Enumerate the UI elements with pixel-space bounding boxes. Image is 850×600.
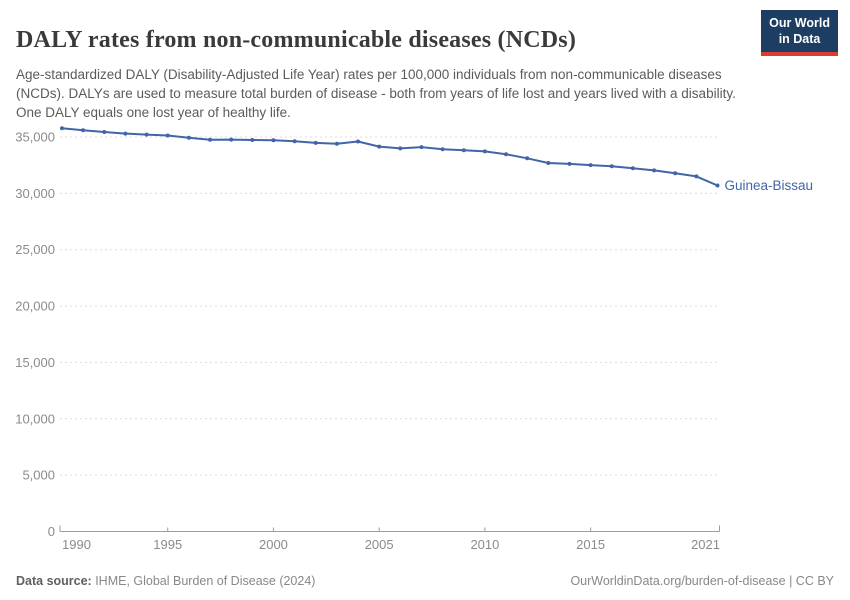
- data-point: [546, 161, 551, 165]
- data-point: [186, 135, 191, 140]
- series-line: [61, 127, 719, 187]
- data-source-text: Data source: IHME, Global Burden of Dise…: [16, 574, 315, 588]
- data-point: [609, 164, 614, 169]
- owid-logo-line2: in Data: [778, 32, 821, 47]
- y-axis-tick-label: 10,000: [15, 411, 55, 426]
- x-axis-tick-label: 2021: [691, 537, 720, 552]
- page-footer: Data source: IHME, Global Burden of Dise…: [16, 574, 834, 588]
- data-point: [60, 126, 64, 131]
- x-axis-tick-label: 1995: [153, 537, 182, 552]
- data-point: [398, 146, 403, 151]
- page-title: DALY rates from non-communicable disease…: [16, 27, 577, 54]
- data-point: [652, 168, 657, 173]
- data-point: [630, 166, 635, 171]
- data-point: [588, 163, 593, 168]
- data-point: [715, 183, 720, 188]
- data-point: [271, 138, 276, 143]
- data-point: [377, 144, 382, 149]
- y-axis-tick-label: 35,000: [15, 130, 55, 145]
- data-point: [250, 138, 255, 142]
- series-entity-label: Guinea-Bissau: [725, 178, 814, 193]
- data-point: [123, 131, 128, 136]
- data-point: [292, 139, 297, 144]
- data-point: [525, 156, 530, 161]
- data-point: [81, 128, 86, 133]
- y-axis-tick-label: 20,000: [15, 299, 55, 314]
- data-point: [694, 174, 699, 179]
- data-point: [461, 148, 466, 153]
- data-point: [356, 139, 360, 144]
- data-point: [419, 145, 424, 150]
- data-point: [504, 152, 508, 157]
- y-axis-tick-label: 30,000: [15, 186, 55, 201]
- x-axis-tick-label: 2005: [365, 537, 394, 552]
- data-point: [440, 147, 445, 152]
- data-point: [229, 137, 234, 142]
- x-axis-tick-label: 2010: [470, 537, 499, 552]
- x-axis-tick-label: 1990: [62, 537, 91, 552]
- y-axis-tick-label: 25,000: [15, 242, 55, 257]
- owid-logo-line1: Our World: [769, 16, 830, 30]
- line-chart-canvas: 0 5,000 10,000 15,000 20,000 25,000 30,000 35,0…: [15, 126, 814, 552]
- data-point: [102, 130, 107, 134]
- x-axis-tick-label: 2015: [576, 537, 605, 552]
- data-source-label: Data source:: [16, 574, 92, 588]
- owid-logo[interactable]: Our World in Data: [761, 10, 838, 56]
- data-point: [567, 161, 572, 166]
- credit-link[interactable]: OurWorldinData.org/burden-of-disease | C…: [570, 574, 834, 588]
- y-axis-tick-label: 5,000: [22, 468, 55, 483]
- data-point: [482, 149, 487, 154]
- data-point: [208, 137, 212, 142]
- data-point: [313, 140, 318, 145]
- chart-subtitle: Age-standardized DALY (Disability-Adjust…: [16, 66, 736, 120]
- y-axis-tick-label: 0: [48, 524, 55, 539]
- data-point: [673, 171, 678, 176]
- data-point: [334, 141, 339, 146]
- y-axis-tick-label: 15,000: [15, 355, 55, 370]
- data-point: [165, 133, 170, 138]
- data-point: [144, 132, 149, 137]
- data-source-value: IHME, Global Burden of Disease (2024): [91, 574, 316, 588]
- x-axis-tick-label: 2000: [259, 537, 288, 552]
